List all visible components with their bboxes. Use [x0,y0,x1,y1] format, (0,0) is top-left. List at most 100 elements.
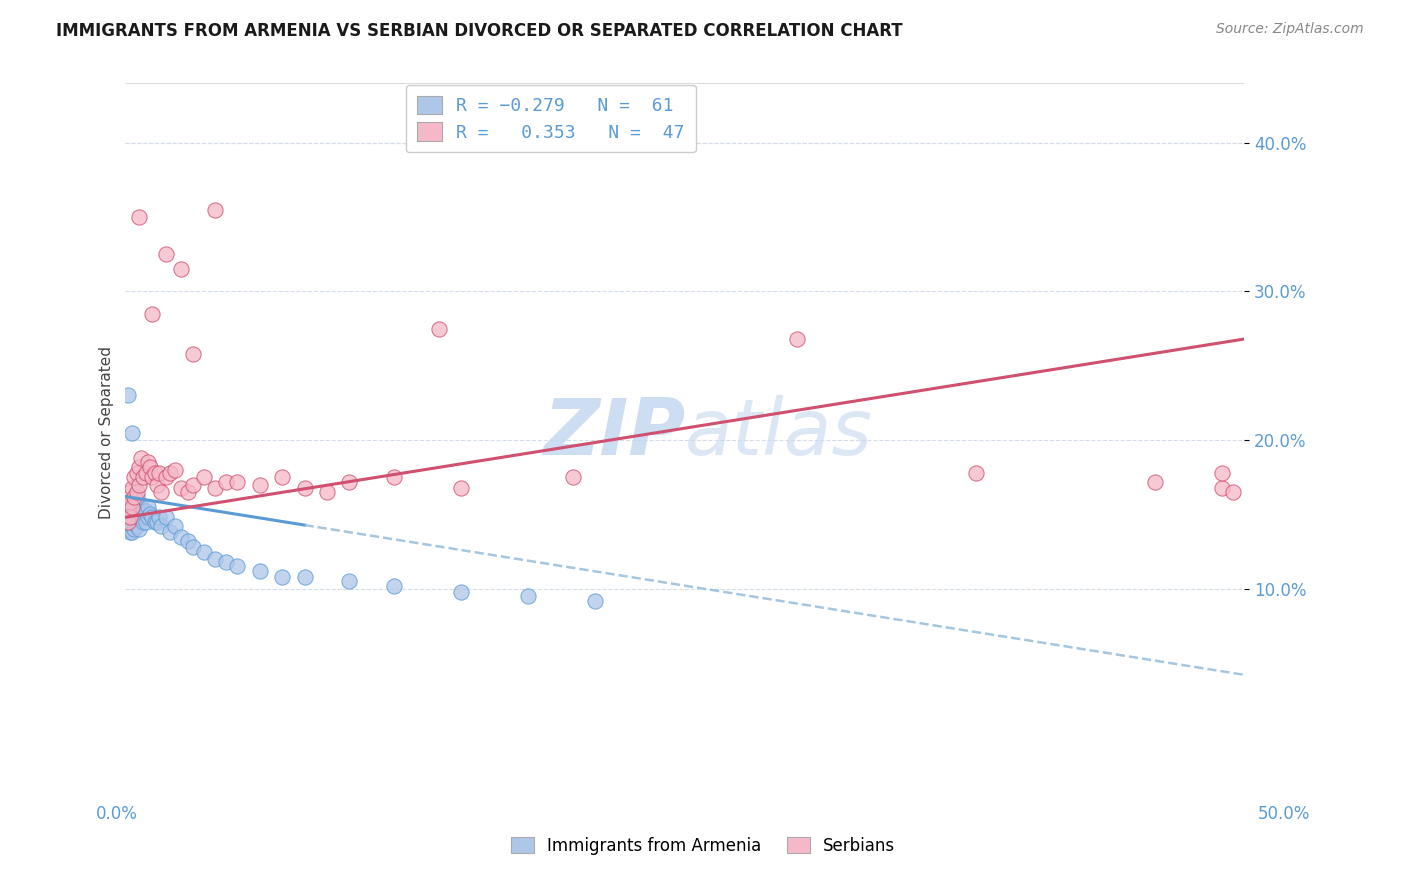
Point [128,500,150,514]
Point [215,475,238,489]
Point [132,504,155,518]
Point [786,332,808,346]
Point [148,510,170,524]
Point [337,574,360,589]
Point [143,515,166,529]
Point [177,485,200,500]
Point [315,485,337,500]
Point [382,579,405,593]
Point [517,589,540,603]
Point [249,564,271,578]
Point [163,519,186,533]
Point [204,481,226,495]
Point [125,519,148,533]
Point [117,522,139,536]
Point [226,559,249,574]
Point [118,510,141,524]
Point [128,210,150,224]
Point [193,544,215,558]
Point [170,262,193,277]
Point [124,522,146,536]
Point [121,500,143,514]
Point [141,307,163,321]
Point [148,466,170,480]
Point [294,481,316,495]
Point [129,500,152,514]
Point [135,504,157,518]
Text: 50.0%: 50.0% [1258,805,1310,822]
Point [450,481,472,495]
Point [117,510,139,524]
Point [139,459,162,474]
Legend: R = −0.279   N =  61, R =   0.353   N =  47: R = −0.279 N = 61, R = 0.353 N = 47 [406,85,696,153]
Point [1211,466,1233,480]
Point [1211,481,1233,495]
Point [141,510,163,524]
Point [129,450,152,465]
Point [163,463,186,477]
Point [271,470,294,484]
Point [181,347,204,361]
Point [177,534,200,549]
Text: atlas: atlas [685,394,873,471]
Point [115,500,138,514]
Point [120,510,142,524]
Legend: Immigrants from Armenia, Serbians: Immigrants from Armenia, Serbians [503,830,903,862]
Point [139,508,162,522]
Point [117,500,139,514]
Point [1222,485,1244,500]
Point [226,475,249,489]
Point [155,247,177,261]
Point [337,475,360,489]
Point [121,525,143,540]
Point [120,500,142,514]
Point [118,515,141,529]
Text: ZIP: ZIP [543,394,685,471]
Point [150,485,173,500]
Point [118,525,141,540]
Point [181,540,204,554]
Point [146,477,169,491]
Point [141,470,163,484]
Point [159,466,181,480]
Text: Source: ZipAtlas.com: Source: ZipAtlas.com [1216,22,1364,37]
Point [159,525,181,540]
Point [128,522,150,536]
Y-axis label: Divorced or Separated: Divorced or Separated [100,346,114,519]
Point [121,425,143,440]
Point [115,500,138,514]
Point [117,504,139,518]
Point [117,515,139,529]
Point [132,470,155,484]
Point [118,504,141,518]
Point [124,490,146,504]
Point [128,477,150,491]
Point [155,470,177,484]
Point [125,485,148,500]
Point [125,490,148,504]
Point [117,515,139,529]
Point [117,388,139,402]
Point [204,552,226,566]
Point [124,504,146,518]
Point [450,584,472,599]
Point [1143,475,1166,489]
Point [170,530,193,544]
Point [181,477,204,491]
Point [170,481,193,495]
Point [118,495,141,509]
Point [204,202,226,217]
Point [128,510,150,524]
Point [125,510,148,524]
Point [583,593,606,607]
Point [249,477,271,491]
Text: IMMIGRANTS FROM ARMENIA VS SERBIAN DIVORCED OR SEPARATED CORRELATION CHART: IMMIGRANTS FROM ARMENIA VS SERBIAN DIVOR… [56,22,903,40]
Point [121,492,143,507]
Point [135,466,157,480]
Point [215,555,238,569]
Point [294,570,316,584]
Point [118,510,141,524]
Point [382,470,405,484]
Point [136,500,159,514]
Point [136,510,159,524]
